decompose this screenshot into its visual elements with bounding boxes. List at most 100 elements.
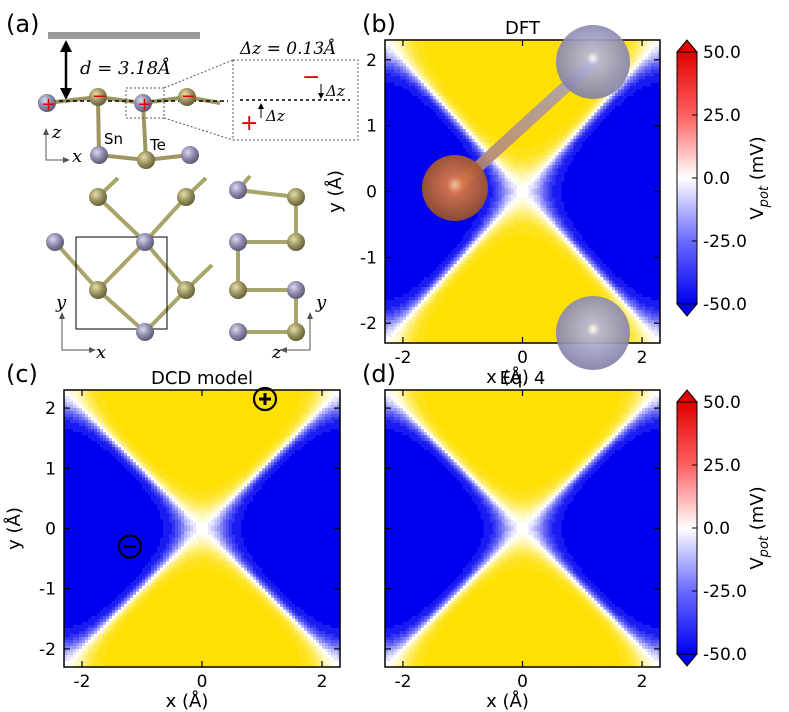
heatmap-cells — [64, 390, 341, 668]
plus-sign: + — [41, 94, 56, 115]
minus-sign: − — [92, 86, 107, 107]
y-tick-label: -1 — [360, 248, 377, 268]
x-axis-label: x (Å) — [486, 690, 529, 712]
zoom-box — [125, 87, 165, 119]
minus-sign: − — [302, 65, 320, 90]
y-axis-label: y (Å) — [324, 170, 346, 213]
sn-atom — [136, 323, 154, 341]
x-tick-label: 2 — [317, 672, 328, 692]
sn-atom — [287, 281, 305, 299]
y-tick-label: 0 — [45, 520, 56, 540]
te-atom — [177, 188, 195, 206]
axis-z-label: z — [271, 342, 282, 363]
x-axis-label: x (Å) — [486, 366, 529, 388]
panel-label-d: (d) — [362, 360, 396, 388]
te-atom — [137, 151, 155, 169]
x-axis-label: x (Å) — [166, 690, 209, 712]
structure-side-view-2: y z — [229, 174, 327, 363]
x-tick-label: 0 — [517, 348, 528, 368]
sn-atom — [134, 94, 152, 112]
sn-atom-large — [556, 296, 630, 370]
plot-title: DCD model — [151, 368, 253, 389]
colorbar-tick-label: -25.0 — [703, 582, 747, 602]
x-tick-label: 0 — [197, 672, 208, 692]
colorbar-tick-label: -25.0 — [703, 232, 747, 252]
y-tick-label: 0 — [366, 183, 377, 203]
snte-molecule-overlay — [422, 25, 630, 370]
x-tick-label: 2 — [637, 672, 648, 692]
colorbar-min-cap — [675, 653, 699, 667]
sn-atom — [38, 94, 56, 112]
minus-sign: − — [181, 86, 196, 107]
sn-atom — [90, 146, 108, 164]
colorbar-tick-label: 25.0 — [703, 456, 741, 476]
axis-z-label: z — [51, 122, 62, 143]
sn-atom — [229, 323, 247, 341]
te-atom-large — [422, 155, 488, 221]
te-atom — [287, 188, 305, 206]
y-tick-label: 2 — [45, 399, 56, 419]
sn-atom — [229, 181, 247, 199]
plot-title: DFT — [505, 18, 541, 39]
colorbar-tick-label: -50.0 — [703, 645, 747, 665]
axis-x-label: x — [72, 146, 82, 167]
axis-y-label: y — [315, 292, 327, 313]
y-tick-label: 2 — [366, 51, 377, 71]
y-tick-label: -1 — [39, 580, 56, 600]
sn-label: Sn — [104, 130, 123, 148]
te-atom — [287, 233, 305, 251]
panel-label-c: (c) — [6, 360, 38, 388]
plot-title: Eq. 4 — [500, 368, 546, 389]
panel-label-a: (a) — [6, 10, 39, 38]
sn-atom — [181, 146, 199, 164]
te-atom — [89, 188, 107, 206]
y-tick-label: -2 — [39, 640, 56, 660]
heatmap-cells — [385, 390, 661, 668]
heatmap-cells — [385, 40, 661, 344]
colorbar-max-cap — [675, 389, 699, 403]
x-tick-label: 0 — [517, 672, 528, 692]
te-atom — [229, 281, 247, 299]
axis-y-label: y — [55, 292, 67, 313]
colorbar-tick-label: -50.0 — [703, 295, 747, 315]
sn-atom — [46, 233, 64, 251]
x-tick-label: -2 — [394, 348, 411, 368]
colorbar-tick-label: 25.0 — [703, 106, 741, 126]
unit-cell — [75, 236, 168, 330]
tip-surface — [48, 32, 200, 39]
colorbar-label: Vpot (mV) — [747, 486, 772, 569]
dz-label: Δz = 0.13Å — [239, 38, 336, 59]
sn-atom — [136, 233, 154, 251]
panel-label-b: (b) — [362, 10, 396, 38]
plus-sign: + — [240, 111, 258, 136]
colorbar-top: 50.0 25.0 0.0 -25.0 -50.0 Vpot (mV) — [675, 39, 772, 317]
dz-inset: Δz = 0.13Å − Δz + Δz — [232, 38, 359, 141]
y-tick-label: 1 — [45, 459, 56, 479]
plus-sign: + — [137, 94, 152, 115]
te-label: Te — [149, 136, 166, 154]
colorbar-min-cap — [675, 303, 699, 317]
y-axis-label: y (Å) — [3, 507, 25, 550]
colorbar-tick-label: 0.0 — [703, 519, 730, 539]
structure-side-view: d = 3.18Å + + − − Sn Te z x — [38, 32, 234, 169]
heatmap-panel-dft: DFT -2 0 2 2 1 0 -1 -2 x (Å) y (Å) — [324, 18, 661, 388]
negative-charge-marker — [117, 534, 143, 559]
te-atom — [89, 281, 107, 299]
te-atom — [177, 281, 195, 299]
colorbar-label: Vpot (mV) — [747, 136, 772, 219]
heatmap-panel-dcd: DCD model -2 0 2 2 1 0 -1 -2 x (Å) y (Å) — [3, 368, 341, 712]
colorbar-max-cap — [675, 39, 699, 53]
heatmap-panel-eq4: Eq. 4 -2 0 2 x (Å) — [384, 368, 661, 712]
colorbar-tick-label: 50.0 — [703, 393, 741, 413]
colorbar-tick-label: 0.0 — [703, 169, 730, 189]
x-tick-label: -2 — [74, 672, 91, 692]
colorbar-bottom: 50.0 25.0 0.0 -25.0 -50.0 Vpot (mV) — [675, 389, 772, 667]
axis-x-label: x — [96, 342, 106, 363]
sn-atom — [229, 233, 247, 251]
te-atom — [178, 88, 196, 106]
x-tick-label: 2 — [637, 348, 648, 368]
sn-atom-large — [556, 25, 630, 99]
te-atom — [89, 88, 107, 106]
te-atom — [287, 323, 305, 341]
